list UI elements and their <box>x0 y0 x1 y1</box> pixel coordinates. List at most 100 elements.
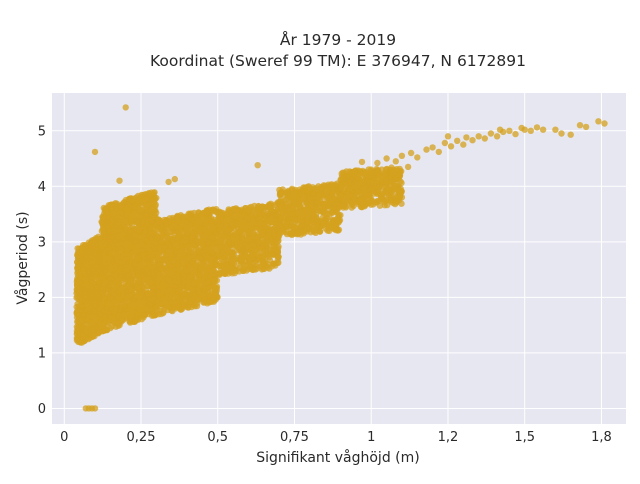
scatter-point <box>153 202 159 208</box>
scatter-point <box>329 217 335 223</box>
scatter-point <box>75 321 81 327</box>
scatter-point <box>329 185 335 191</box>
scatter-point <box>126 236 132 242</box>
scatter-point <box>240 220 246 226</box>
scatter-point <box>266 232 272 238</box>
scatter-point <box>128 195 134 201</box>
scatter-point <box>141 312 147 318</box>
scatter-point <box>230 240 236 246</box>
scatter-point <box>104 269 110 275</box>
scatter-point <box>157 248 163 254</box>
scatter-point <box>85 336 91 342</box>
scatter-point <box>110 279 116 285</box>
scatter-point <box>213 296 219 302</box>
scatter-point <box>279 226 285 232</box>
scatter-point <box>85 309 91 315</box>
scatter-point <box>156 238 162 244</box>
scatter-point <box>120 308 126 314</box>
scatter-point <box>102 206 108 212</box>
scatter-point <box>333 205 339 211</box>
scatter-point <box>179 243 185 249</box>
scatter-point <box>158 291 164 297</box>
scatter-point <box>123 201 129 207</box>
scatter-point <box>181 279 187 285</box>
scatter-point <box>77 272 83 278</box>
scatter-point <box>130 304 136 310</box>
scatter-point <box>75 249 81 255</box>
scatter-point <box>98 241 104 247</box>
scatter-point <box>124 270 130 276</box>
scatter-point <box>189 295 195 301</box>
scatter-point <box>180 255 186 261</box>
scatter-point <box>145 254 151 260</box>
scatter-point <box>224 211 230 217</box>
scatter-point <box>145 307 151 313</box>
scatter-point <box>102 308 108 314</box>
scatter-point <box>132 257 138 263</box>
scatter-point <box>200 242 206 248</box>
scatter-point <box>301 228 307 234</box>
scatter-point <box>224 244 230 250</box>
scatter-point <box>118 274 124 280</box>
scatter-point <box>201 296 207 302</box>
scatter-point <box>274 260 280 266</box>
scatter-point <box>333 227 339 233</box>
scatter-point <box>231 260 237 266</box>
scatter-point <box>138 242 144 248</box>
scatter-point <box>209 232 215 238</box>
scatter-point <box>269 212 275 218</box>
scatter-point <box>80 312 86 318</box>
scatter-point <box>183 302 189 308</box>
scatter-point <box>231 233 237 239</box>
scatter-point <box>211 286 217 292</box>
scatter-point <box>172 248 178 254</box>
scatter-point <box>256 226 262 232</box>
scatter-point <box>92 330 98 336</box>
scatter-point <box>166 219 172 225</box>
scatter-point <box>111 245 117 251</box>
scatter-point <box>101 282 107 288</box>
scatter-point <box>133 218 139 224</box>
scatter-point <box>76 296 82 302</box>
scatter-point <box>195 288 201 294</box>
scatter-point <box>120 232 126 238</box>
scatter-point <box>170 270 176 276</box>
scatter-point <box>76 290 82 296</box>
scatter-point <box>114 227 120 233</box>
scatter-point <box>277 201 283 207</box>
scatter-point <box>306 195 312 201</box>
scatter-point <box>206 280 212 286</box>
scatter-point <box>256 239 262 245</box>
scatter-point <box>111 291 117 297</box>
scatter-point <box>314 187 320 193</box>
scatter-point <box>241 254 247 260</box>
scatter-point <box>110 313 116 319</box>
scatter-point <box>170 298 176 304</box>
scatter-point <box>131 310 137 316</box>
scatter-point <box>76 280 82 286</box>
scatter-point <box>100 290 106 296</box>
scatter-point <box>100 274 106 280</box>
scatter-point <box>197 255 203 261</box>
scatter-point <box>195 209 201 215</box>
scatter-point <box>191 261 197 267</box>
scatter-point <box>208 219 214 225</box>
scatter-point <box>140 304 146 310</box>
scatter-point <box>200 232 206 238</box>
scatter-point <box>99 328 105 334</box>
scatter-point <box>320 214 326 220</box>
scatter-point <box>82 253 88 259</box>
scatter-point <box>252 234 258 240</box>
scatter-point <box>135 252 141 258</box>
scatter-point <box>328 197 334 203</box>
scatter-point <box>176 301 182 307</box>
scatter-point <box>327 211 333 217</box>
scatter-point <box>230 206 236 212</box>
scatter-point <box>275 254 281 260</box>
scatter-point <box>91 263 97 269</box>
scatter-point <box>326 223 332 229</box>
scatter-point <box>266 204 272 210</box>
scatter-point <box>216 232 222 238</box>
scatter-point <box>140 214 146 220</box>
